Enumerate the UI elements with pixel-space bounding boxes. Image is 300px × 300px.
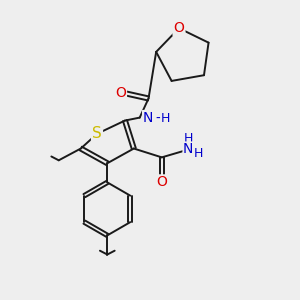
Text: O: O [115,85,126,100]
Text: O: O [156,176,167,189]
Text: -: - [155,112,160,126]
Text: H: H [184,132,193,145]
Text: H: H [161,112,170,125]
Text: H: H [193,147,203,160]
Text: O: O [174,21,184,35]
Text: S: S [92,126,102,141]
Text: N: N [183,142,194,156]
Text: N: N [142,111,153,124]
